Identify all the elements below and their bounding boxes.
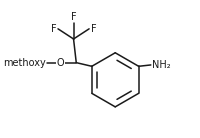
Text: methoxy: methoxy	[3, 58, 45, 68]
Text: NH₂: NH₂	[151, 60, 170, 70]
Text: F: F	[51, 24, 56, 34]
Text: F: F	[90, 24, 96, 34]
Text: O: O	[57, 58, 64, 68]
Text: F: F	[70, 12, 76, 22]
